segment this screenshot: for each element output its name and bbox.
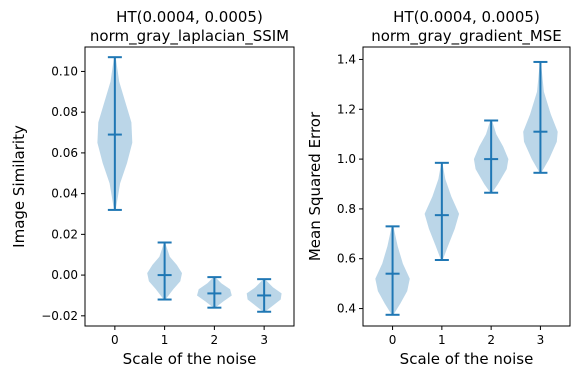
x-tick-label: 1 [438, 333, 446, 347]
y-tick-label: 1.0 [337, 152, 356, 166]
plot-frame [84, 46, 295, 327]
y-tick-label: 0.08 [51, 105, 78, 119]
y-tick-label: 0.00 [51, 268, 78, 282]
y-axis-label: Image Similarity [10, 125, 28, 248]
chart-panel-2: HT(0.0004, 0.0005)norm_gray_gradient_MSE… [306, 8, 571, 368]
y-tick-label: −0.02 [41, 309, 78, 323]
y-tick-label: 0.10 [51, 64, 78, 78]
x-tick-label: 1 [161, 333, 169, 347]
chart-subtitle: norm_gray_laplacian_SSIM [90, 27, 289, 46]
x-tick-label: 0 [389, 333, 397, 347]
chart-title: HT(0.0004, 0.0005) [116, 8, 263, 26]
x-axis-label: Scale of the noise [400, 350, 534, 368]
x-tick-label: 3 [537, 333, 545, 347]
y-tick-label: 0.8 [337, 202, 356, 216]
x-tick-label: 2 [211, 333, 219, 347]
x-tick-label: 2 [487, 333, 495, 347]
chart-panel-1: HT(0.0004, 0.0005)norm_gray_laplacian_SS… [10, 8, 295, 368]
y-tick-label: 1.2 [337, 102, 356, 116]
y-tick-label: 1.4 [337, 52, 356, 66]
chart-title: HT(0.0004, 0.0005) [393, 8, 540, 26]
plot-frame [362, 46, 571, 327]
x-axis-label: Scale of the noise [123, 350, 257, 368]
y-tick-label: 0.06 [51, 146, 78, 160]
x-tick-label: 3 [260, 333, 268, 347]
y-tick-label: 0.4 [337, 302, 356, 316]
chart-subtitle: norm_gray_gradient_MSE [371, 27, 562, 46]
y-axis-label: Mean Squared Error [306, 111, 324, 261]
y-tick-label: 0.6 [337, 252, 356, 266]
y-tick-label: 0.02 [51, 227, 78, 241]
y-tick-label: 0.04 [51, 187, 78, 201]
x-tick-label: 0 [111, 333, 119, 347]
